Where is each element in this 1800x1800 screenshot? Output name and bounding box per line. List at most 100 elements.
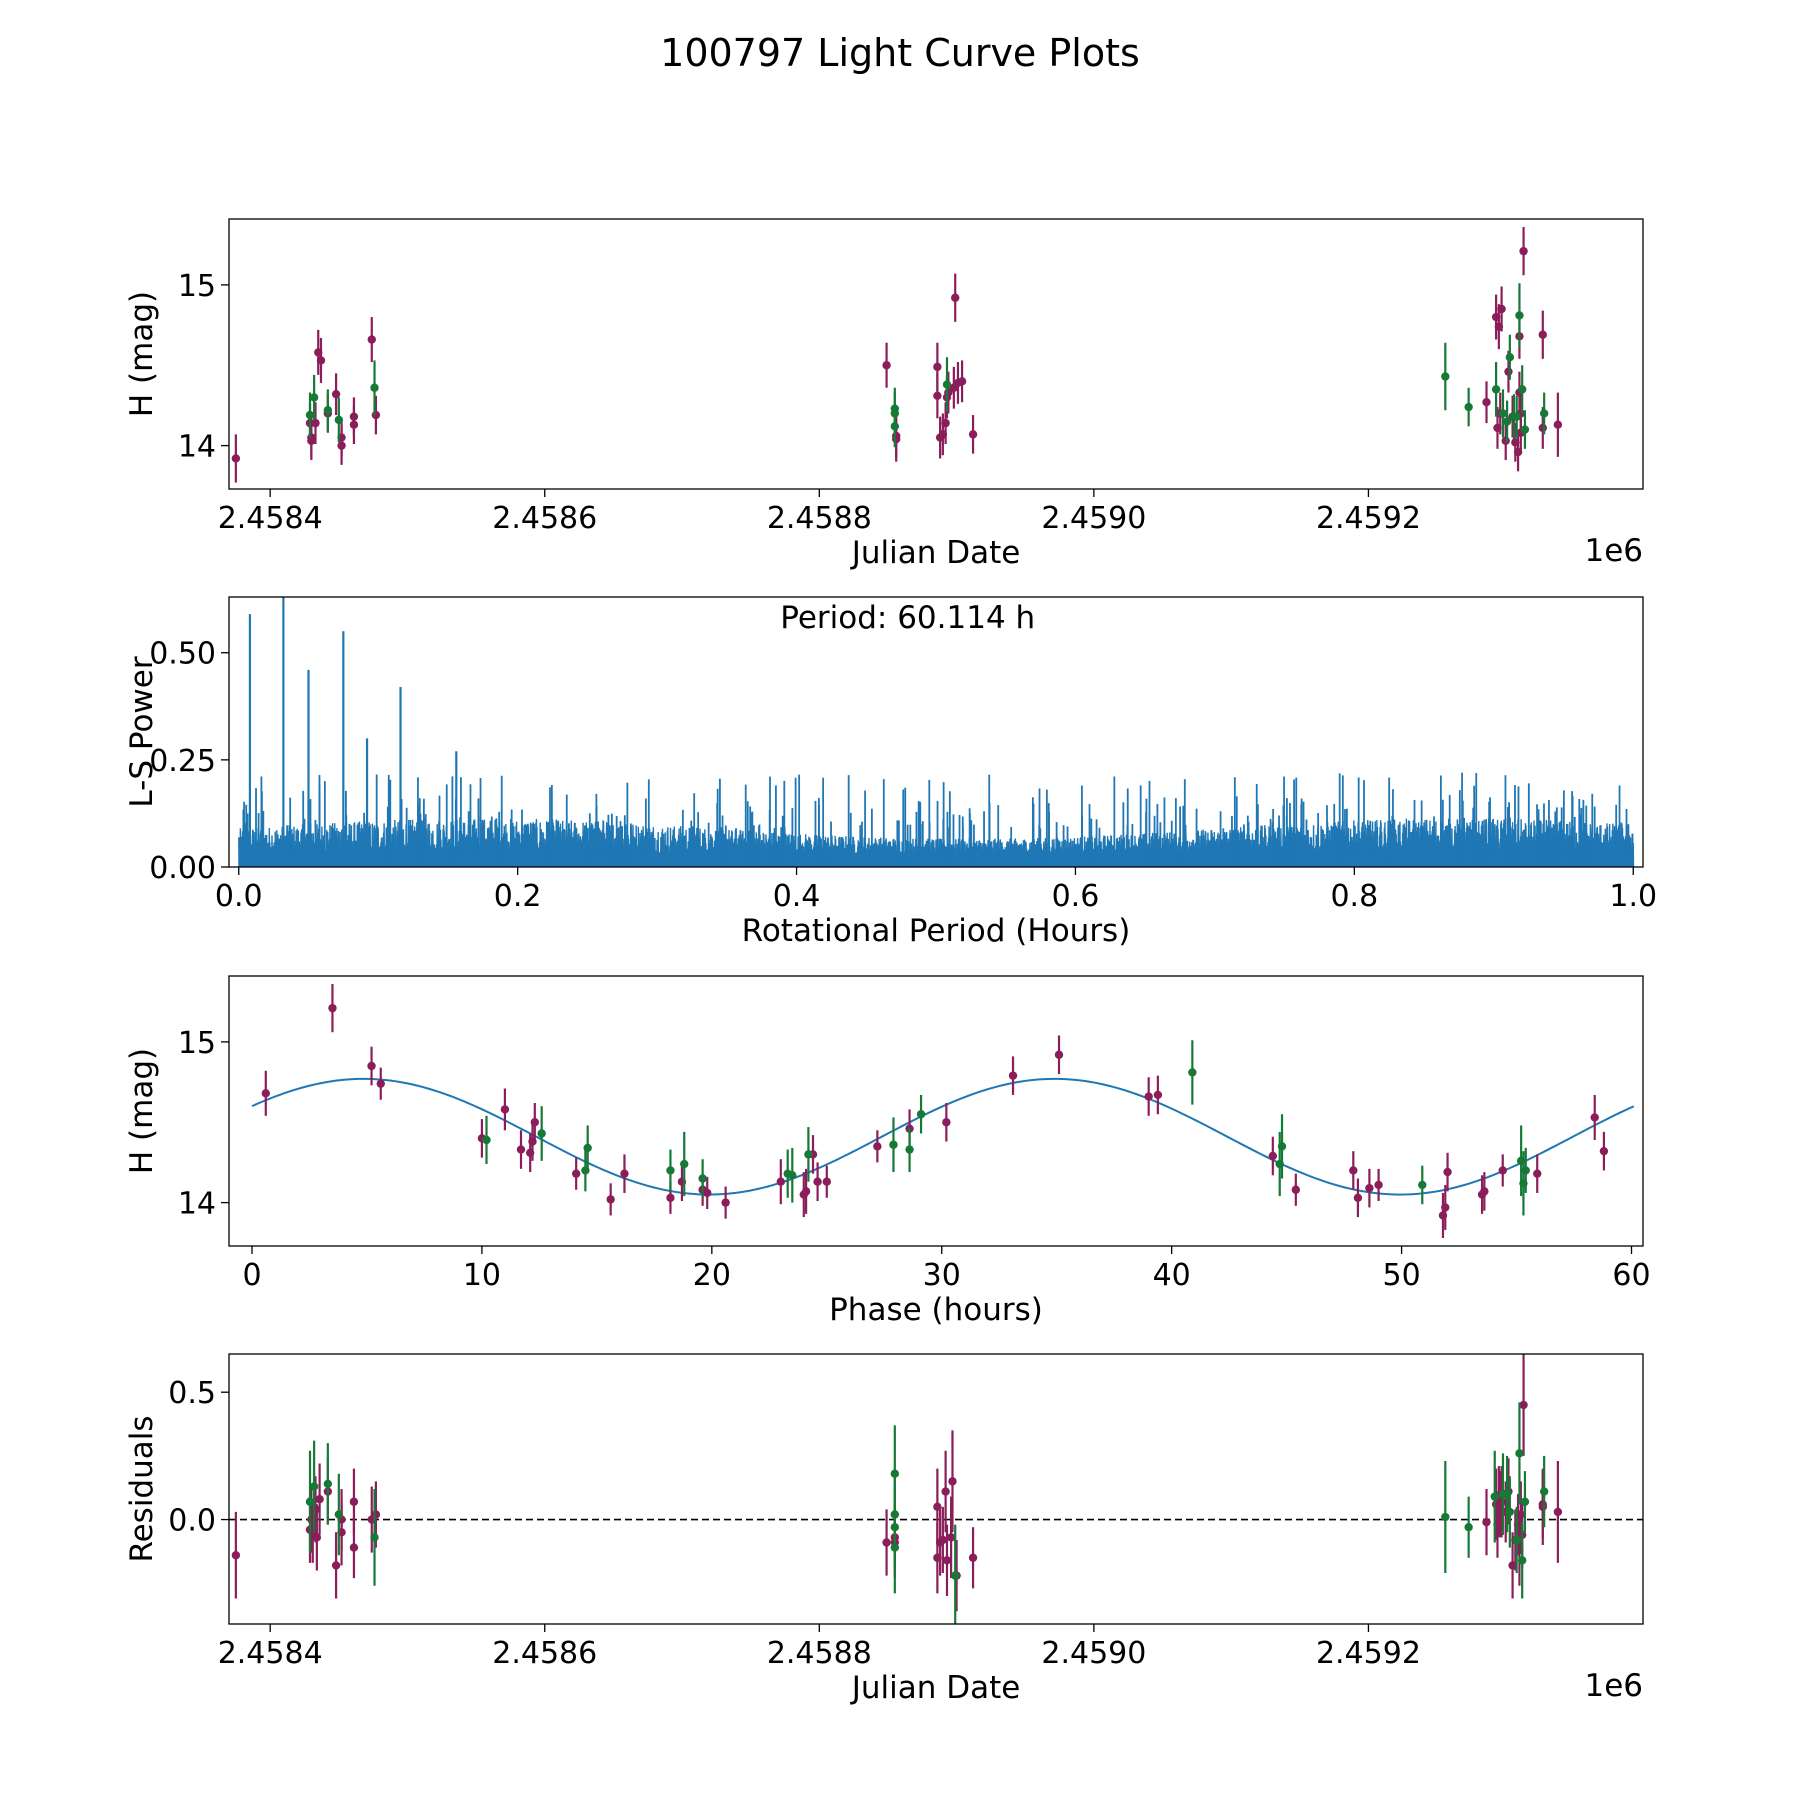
filter_a-point — [968, 430, 978, 439]
filter_a-point — [331, 1561, 341, 1570]
filter_a-point — [311, 1505, 320, 1514]
filter_a-point — [666, 1193, 675, 1202]
light-curve-frame — [228, 218, 1644, 490]
filter_a-point — [941, 418, 950, 428]
filter_a-point — [1590, 1113, 1599, 1122]
filter_a-point — [1374, 1180, 1383, 1190]
periodogram-frame — [228, 596, 1644, 868]
filter_a-point — [946, 1533, 956, 1542]
filter_b-point — [323, 406, 333, 415]
filter_a-point — [371, 410, 381, 420]
filter_b-point — [1512, 1535, 1521, 1545]
filter_a-point — [371, 1510, 381, 1519]
residuals-x-tick-label: 2.4584 — [218, 1636, 323, 1671]
residuals-x-tick-label: 2.4588 — [767, 1636, 872, 1671]
filter_b-point — [323, 1479, 333, 1489]
filter_b-point — [334, 1510, 344, 1519]
filter_a-point — [349, 1497, 359, 1506]
phased-x-axis-label: Phase (hours) — [829, 1292, 1043, 1328]
filter_a-point — [938, 1535, 948, 1545]
filter_a-point — [1054, 1050, 1064, 1059]
filter_b-point — [1512, 412, 1521, 421]
periodogram-x-tick-label: 1.0 — [1609, 879, 1657, 914]
filter_b-point — [1491, 385, 1501, 394]
filter_a-point — [703, 1188, 712, 1198]
periodogram-plot-area — [238, 597, 1635, 867]
periodogram-panel: Period: 60.114 h 0.0 0.2 0.4 0.6 0.8 1.0 0.00 0.… — [124, 596, 1657, 949]
filter_b-point — [1277, 1142, 1287, 1151]
filter_b-point — [942, 380, 952, 389]
filter_a-point — [312, 1533, 322, 1542]
filter_b-point — [804, 1150, 813, 1159]
filter_a-point — [1501, 436, 1510, 445]
filter_a-point — [882, 1538, 891, 1547]
filter_b-point — [1441, 372, 1450, 381]
residuals-plot-area — [229, 1354, 1643, 1624]
filter_a-point — [1504, 367, 1513, 376]
filter_a-point — [331, 389, 341, 399]
periodogram-y-tick-label: 0.50 — [149, 637, 216, 672]
filter_b-point — [890, 422, 900, 431]
filter_b-point — [1498, 409, 1508, 418]
periodogram-x-tick-label: 0.6 — [1052, 879, 1100, 914]
periodogram-x-tick-label: 0.0 — [215, 879, 263, 914]
filter_a-point — [516, 1145, 526, 1154]
filter_b-point — [334, 415, 344, 425]
filter_a-point — [1480, 1187, 1489, 1196]
light-curve-plot-area — [231, 227, 1563, 483]
filter_b-point — [309, 393, 319, 402]
filter_a-point — [1538, 423, 1547, 433]
phased-x-tick-label: 0 — [242, 1258, 261, 1293]
filter_b-point — [1441, 1512, 1450, 1522]
filter_b-point — [537, 1129, 546, 1138]
phased-x-tick-label: 40 — [1153, 1258, 1191, 1293]
filter_a-point — [1153, 1090, 1163, 1100]
residuals-x-tick-label: 2.4590 — [1041, 1636, 1146, 1671]
filter_a-point — [530, 1118, 539, 1127]
filter_b-point — [1520, 1497, 1530, 1506]
phased-y-axis-label: H (mag) — [124, 1048, 160, 1174]
period-annotation: Period: 60.114 h — [780, 600, 1035, 636]
filter_b-point — [1539, 1487, 1549, 1496]
filter_a-point — [957, 377, 967, 386]
filter_a-point — [1553, 420, 1563, 429]
light-curve-y-tick-label: 15 — [178, 269, 216, 304]
filter_a-point — [1349, 1166, 1358, 1175]
light-curve-x-offset-label: 1e6 — [1584, 533, 1643, 569]
filter_a-point — [942, 1556, 952, 1565]
filter_b-point — [666, 1166, 675, 1175]
light-curve-x-axis-label: Julian Date — [850, 535, 1021, 571]
periodogram-y-tick-label: 0.25 — [149, 744, 216, 779]
filter_b-point — [309, 1482, 319, 1491]
filter_a-point — [968, 1553, 978, 1562]
filter_a-point — [1519, 246, 1528, 256]
filter_a-point — [933, 362, 942, 372]
filter_a-point — [882, 361, 891, 370]
filter_b-point — [1505, 353, 1515, 362]
filter_a-point — [376, 1079, 385, 1088]
filter_b-point — [1515, 1449, 1524, 1458]
filter_a-point — [933, 1502, 942, 1512]
phased-frame — [228, 975, 1644, 1247]
filter_a-point — [316, 356, 326, 365]
filter_a-point — [776, 1177, 786, 1186]
light-curve-y-axis-label: H (mag) — [124, 291, 160, 417]
filter_a-point — [1516, 1510, 1526, 1519]
light-curve-x-tick-label: 2.4590 — [1041, 501, 1146, 536]
filter_b-point — [698, 1174, 707, 1183]
periodogram-x-tick-label: 0.2 — [494, 879, 542, 914]
filter_b-point — [905, 1145, 914, 1154]
light-curve-panel: 2.4584 2.4586 2.4588 2.4590 2.4592 14 15 Julian… — [124, 218, 1644, 571]
filter_a-point — [1498, 1166, 1507, 1175]
filter_a-point — [1482, 398, 1491, 407]
filter_a-point — [367, 1061, 376, 1071]
filter_a-point — [951, 293, 960, 302]
filter_a-point — [1144, 1092, 1153, 1101]
filter_a-point — [813, 1177, 822, 1186]
filter_a-point — [328, 1003, 337, 1013]
filter_a-point — [948, 1477, 957, 1486]
figure-title: 100797 Light Curve Plots — [660, 31, 1140, 75]
phased-light-curve-panel: 0 10 20 30 40 50 60 14 15 Phase (hours) H (mag) — [124, 975, 1651, 1328]
filter_b-point — [1418, 1180, 1427, 1190]
filter_b-point — [1464, 1523, 1473, 1532]
